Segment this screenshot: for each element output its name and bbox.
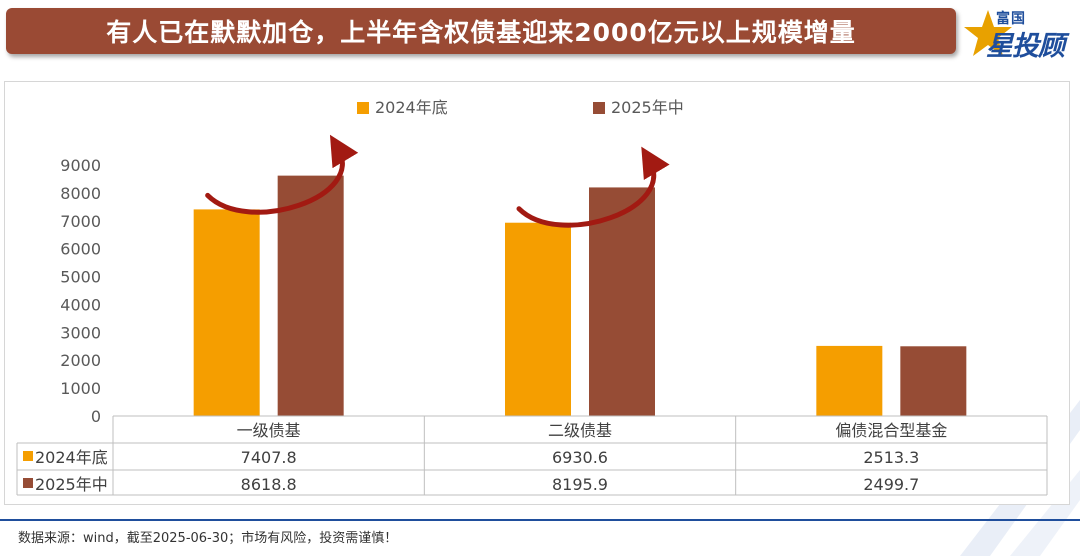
y-tick-label: 1000 [60,379,101,398]
logo-main-text: 星投顾 [986,31,1065,62]
legend-swatch-2 [593,102,605,114]
table-cell-value: 2513.3 [863,448,919,467]
table-cell-value: 2499.7 [863,475,919,494]
table-cell-value: 6930.6 [552,448,608,467]
legend-swatch-1 [357,102,369,114]
y-tick-label: 8000 [60,184,101,203]
page-title: 有人已在默默加仓，上半年含权债基迎来2000亿元以上规模增量 [106,18,856,47]
y-tick-label: 9000 [60,156,101,175]
table-row-label: 2025年中 [35,475,108,494]
bar-1-2 [505,222,571,416]
logo-top-text: 富国 [996,11,1026,27]
brand-logo: 富国 星投顾 [960,4,1074,62]
growth-arrow-1 [205,134,359,215]
table-cell-value: 8618.8 [241,475,297,494]
y-tick-label: 7000 [60,212,101,231]
source-note: 数据来源：wind，截至2025-06-30；市场有风险，投资需谨慎！ [18,531,398,546]
bar-2-2 [589,187,655,416]
y-tick-label: 2000 [60,351,101,370]
growth-arrow-2 [516,146,670,228]
table-cell-value: 7407.8 [241,448,297,467]
legend-label-2: 2025年中 [611,98,684,117]
y-tick-label: 6000 [60,240,101,259]
table-row-label: 2024年底 [35,448,108,467]
table-swatch-1 [23,451,33,461]
y-tick-label: 3000 [60,323,101,342]
table-cell-value: 8195.9 [552,475,608,494]
title-banner: 有人已在默默加仓，上半年含权债基迎来2000亿元以上规模增量 [6,8,956,54]
bar-2-3 [900,346,967,416]
category-label: 一级债基 [237,421,301,440]
y-tick-label: 5000 [60,268,101,287]
y-tick-label: 4000 [60,295,101,314]
bar-chart: 2024年底 2025年中 0 1000 2000 3000 4000 5000 6000 70… [16,98,1048,496]
category-label: 二级债基 [548,421,612,440]
star-icon [964,10,1012,56]
footer-divider [0,519,1080,521]
bar-2-1 [277,175,344,416]
y-tick-label: 0 [91,407,101,426]
chart-area: 2024年底 2025年中 0 1000 2000 3000 4000 5000 6000 70… [4,81,1070,505]
bar-1-3 [816,345,883,416]
legend-label-1: 2024年底 [375,98,448,117]
bar-1-1 [193,209,260,416]
table-swatch-2 [23,478,33,488]
category-label: 偏债混合型基金 [835,421,947,440]
